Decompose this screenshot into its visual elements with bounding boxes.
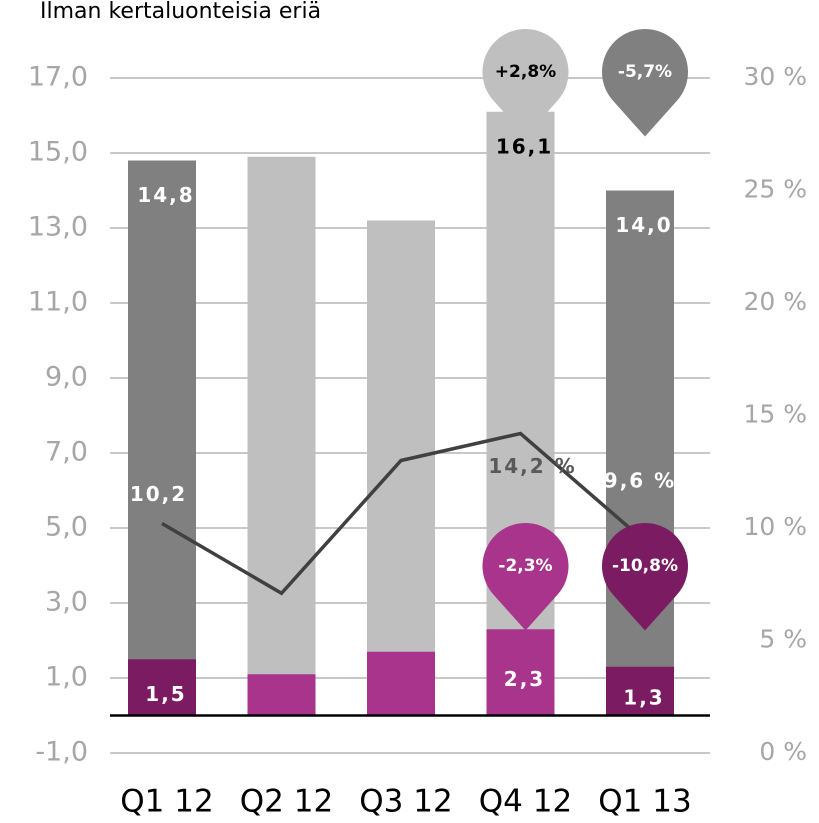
bar bbox=[128, 160, 196, 716]
bar bbox=[367, 220, 435, 716]
bar bbox=[367, 651, 435, 716]
y-tick-label: 17,0 bbox=[28, 62, 88, 93]
y-tick-label: 15,0 bbox=[28, 137, 88, 168]
callout-bubble bbox=[602, 523, 689, 631]
x-tick-label: Q4 12 bbox=[479, 784, 572, 820]
callout-label: -2,3% bbox=[498, 556, 552, 576]
value-label: 1,5 bbox=[145, 682, 186, 706]
value-label: 16,1 bbox=[496, 134, 553, 158]
value-label: 14,8 bbox=[137, 183, 194, 207]
line-label: 9,6 % bbox=[604, 469, 676, 493]
y-tick-label: 3,0 bbox=[45, 587, 88, 618]
y-tick-label: 5,0 bbox=[45, 512, 88, 543]
y2-tick-label: 20 % bbox=[743, 287, 807, 316]
line-label: 14,2 % bbox=[488, 454, 576, 478]
y-tick-label: 1,0 bbox=[45, 662, 88, 693]
bar bbox=[128, 659, 196, 716]
bar bbox=[486, 629, 555, 716]
y2-tick-label: 0 % bbox=[759, 737, 807, 766]
bar bbox=[247, 674, 316, 716]
x-tick-label: Q2 12 bbox=[240, 784, 333, 820]
bar bbox=[606, 190, 674, 716]
callout-bubble bbox=[482, 523, 569, 631]
x-tick-label: Q1 13 bbox=[598, 784, 691, 820]
y-tick-label: 9,0 bbox=[45, 362, 88, 393]
y2-tick-label: 10 % bbox=[743, 512, 807, 541]
callout-bubble bbox=[602, 28, 689, 137]
callout-label: +2,8% bbox=[495, 62, 556, 82]
callout-label: -5,7% bbox=[618, 62, 672, 82]
y2-tick-label: 5 % bbox=[759, 625, 807, 654]
y2-tick-label: 30 % bbox=[743, 62, 807, 91]
value-label: 1,3 bbox=[623, 686, 664, 710]
y-tick-label: 13,0 bbox=[28, 212, 88, 243]
y2-tick-label: 15 % bbox=[743, 400, 807, 429]
line-label: 10,2 % bbox=[130, 482, 218, 506]
y-tick-label: 11,0 bbox=[28, 287, 88, 318]
y-tick-label: 7,0 bbox=[45, 437, 88, 468]
value-label: 2,3 bbox=[504, 667, 545, 691]
chart-title: Ilman kertaluonteisia eriä bbox=[40, 0, 321, 24]
callout-label: -10,8% bbox=[612, 556, 678, 576]
bar bbox=[486, 111, 555, 716]
x-tick-label: Q1 12 bbox=[120, 784, 213, 820]
value-label: 14,0 bbox=[615, 213, 672, 237]
bar bbox=[247, 156, 316, 716]
bar bbox=[606, 666, 674, 716]
x-tick-label: Q3 12 bbox=[359, 784, 452, 820]
y2-tick-label: 25 % bbox=[743, 175, 807, 204]
y-tick-label: -1,0 bbox=[35, 737, 88, 768]
callout-bubble bbox=[482, 28, 569, 137]
line bbox=[161, 431, 642, 596]
